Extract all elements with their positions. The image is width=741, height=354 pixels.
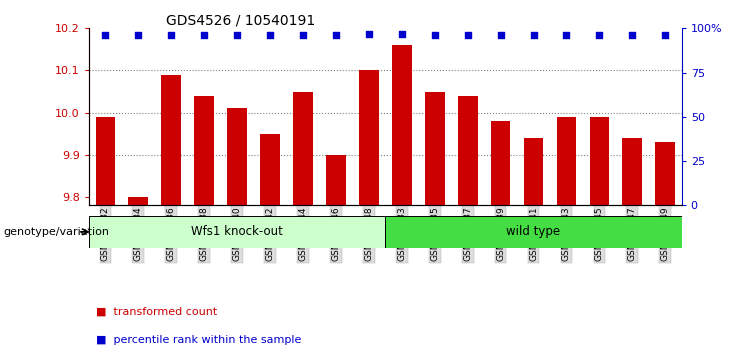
- Point: [626, 33, 638, 38]
- Point: [659, 33, 671, 38]
- Bar: [556, 117, 576, 205]
- Bar: [655, 142, 675, 205]
- Bar: [293, 92, 313, 205]
- Text: wild type: wild type: [506, 225, 561, 238]
- Bar: [385, 216, 682, 248]
- Point: [560, 33, 572, 38]
- Bar: [392, 45, 412, 205]
- Bar: [622, 138, 642, 205]
- Point: [330, 33, 342, 38]
- Point: [231, 33, 243, 38]
- Bar: [524, 138, 543, 205]
- Bar: [128, 197, 148, 205]
- Bar: [227, 108, 247, 205]
- Bar: [425, 92, 445, 205]
- Point: [133, 33, 144, 38]
- Point: [264, 33, 276, 38]
- Point: [199, 33, 210, 38]
- Bar: [359, 70, 379, 205]
- Text: ■  transformed count: ■ transformed count: [96, 307, 218, 316]
- Point: [165, 33, 177, 38]
- Point: [429, 33, 441, 38]
- Text: Wfs1 knock-out: Wfs1 knock-out: [191, 225, 283, 238]
- Point: [495, 33, 507, 38]
- Point: [363, 31, 375, 36]
- Bar: [260, 134, 280, 205]
- Text: genotype/variation: genotype/variation: [4, 227, 110, 237]
- Bar: [162, 75, 181, 205]
- Bar: [458, 96, 477, 205]
- Bar: [491, 121, 511, 205]
- Point: [528, 33, 539, 38]
- Bar: [89, 216, 385, 248]
- Point: [396, 31, 408, 36]
- Text: GDS4526 / 10540191: GDS4526 / 10540191: [166, 13, 315, 27]
- Bar: [194, 96, 214, 205]
- Point: [594, 33, 605, 38]
- Point: [297, 33, 309, 38]
- Bar: [326, 155, 346, 205]
- Bar: [590, 117, 609, 205]
- Text: ■  percentile rank within the sample: ■ percentile rank within the sample: [96, 335, 302, 345]
- Bar: [96, 117, 116, 205]
- Point: [462, 33, 473, 38]
- Point: [99, 33, 111, 38]
